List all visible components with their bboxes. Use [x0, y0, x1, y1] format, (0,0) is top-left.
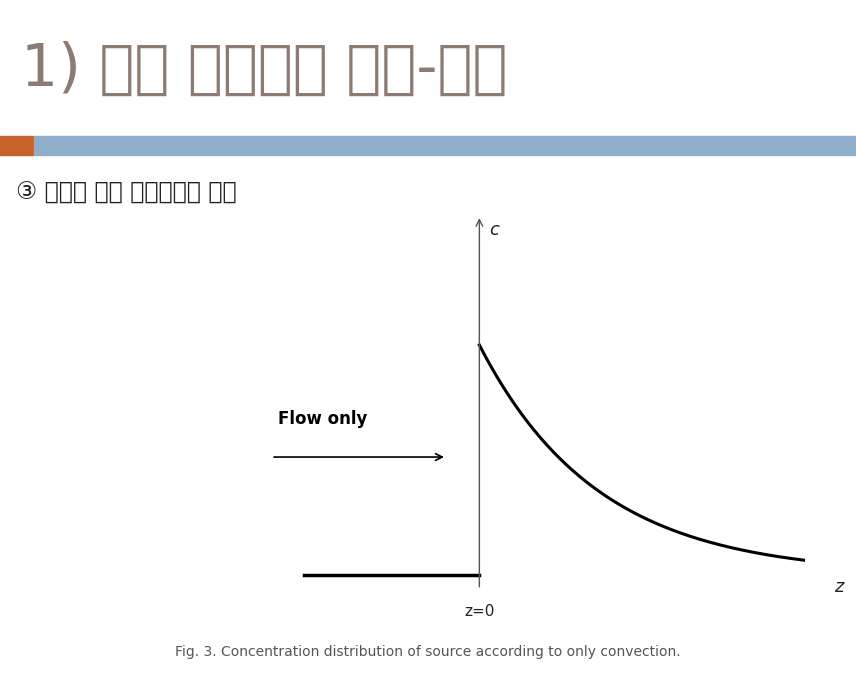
Bar	[0, 136, 34, 155]
Text: 1) 무한 흐름에서 대류-분산: 1) 무한 흐름에서 대류-분산	[21, 41, 508, 97]
Text: c: c	[489, 221, 499, 239]
Text: z=0: z=0	[464, 605, 495, 619]
Text: Fig. 3. Concentration distribution of source according to only convection.: Fig. 3. Concentration distribution of so…	[175, 645, 681, 659]
Text: Flow only: Flow only	[277, 409, 367, 427]
Text: ③ 대류가 주요 메커니즘인 경우: ③ 대류가 주요 메커니즘인 경우	[16, 180, 236, 204]
Text: z: z	[834, 578, 843, 596]
